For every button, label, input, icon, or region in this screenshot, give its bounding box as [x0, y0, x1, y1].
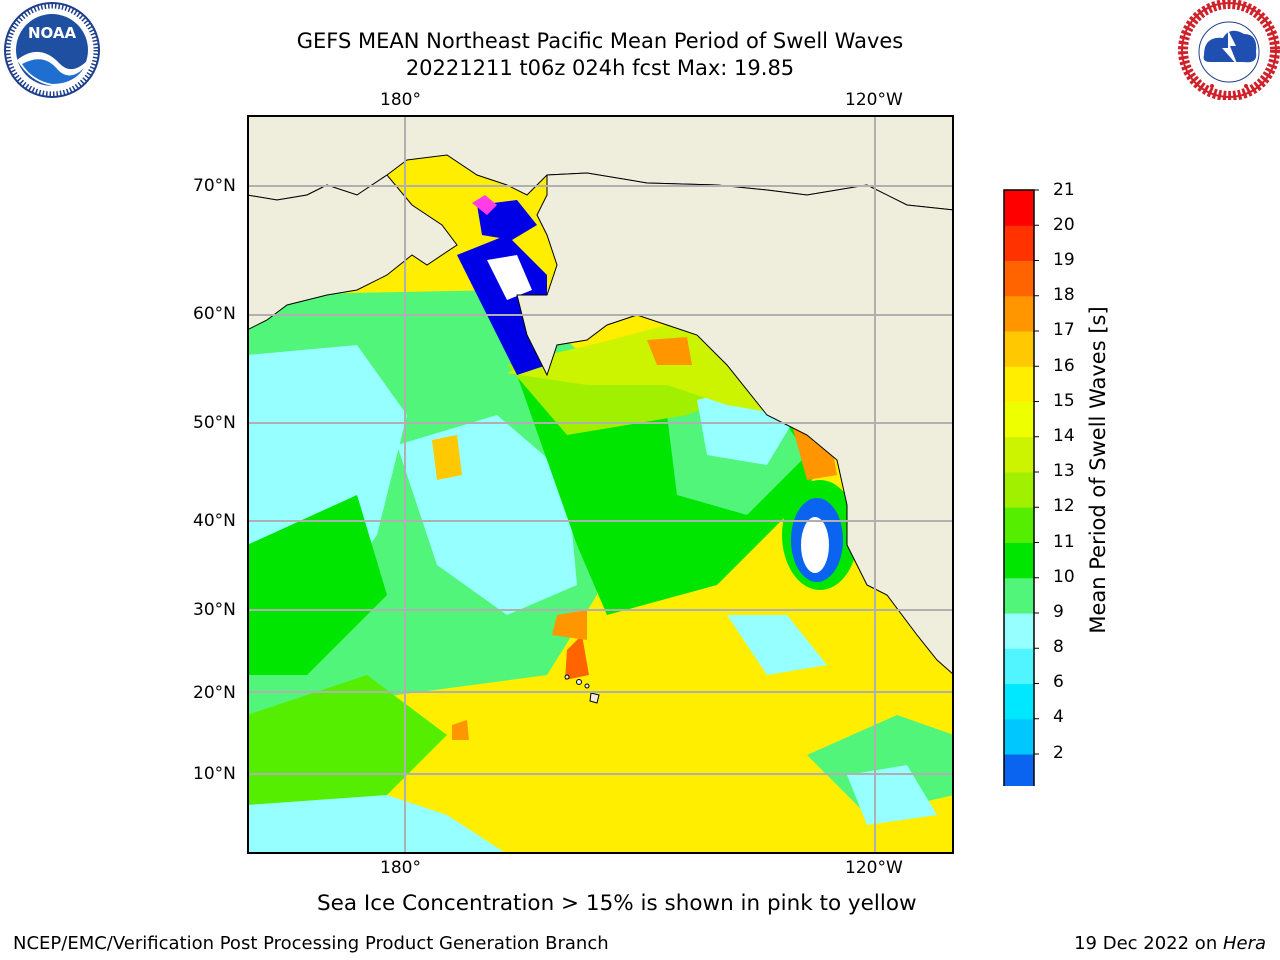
swell-region-cyan-southeast [727, 615, 827, 675]
swell-region-bering-blue [457, 235, 547, 375]
swell-region-bright-green-west [247, 495, 387, 675]
colorbar-segment [1004, 472, 1034, 508]
sea-ice-white [487, 255, 532, 300]
hawaii-island [576, 679, 582, 685]
colorbar-segment [1004, 331, 1034, 367]
lon-label-top-120w: 120°W [845, 90, 903, 110]
colorbar-tick: 14 [1053, 426, 1075, 446]
colorbar-tick: 8 [1053, 637, 1064, 657]
hawaii-island [564, 674, 570, 680]
nws-logo [1178, 0, 1280, 100]
colorbar-tick: 16 [1053, 356, 1075, 376]
colorbar-tick: 17 [1053, 320, 1075, 340]
colorbar-border [1003, 189, 1035, 786]
swell-region-orange-hawaii [552, 610, 587, 640]
chart-title-line2: 20221211 t06z 024h fcst Max: 19.85 [405, 56, 795, 80]
colorbar-segment [1004, 225, 1034, 261]
map-border [247, 115, 954, 854]
lat-label-60n: 60°N [193, 304, 236, 324]
swell-region-red-hawaii-north [565, 635, 589, 680]
chart-title-line1: GEFS MEAN Northeast Pacific Mean Period … [296, 29, 904, 53]
colorbar-segment [1004, 718, 1034, 755]
colorbar-segment [1004, 436, 1034, 473]
hawaii-island [584, 683, 590, 689]
colorbar-tick: 11 [1053, 532, 1075, 552]
colorbar-segment [1004, 754, 1034, 786]
north-america-land [516, 172, 954, 676]
colorbar-tick: 6 [1053, 672, 1064, 692]
lon-label-top-180: 180° [380, 90, 421, 110]
colorbar-segment [1004, 260, 1034, 297]
colorbar-segment [1004, 401, 1034, 438]
colorbar-tick: 20 [1053, 215, 1075, 235]
lat-label-70n: 70°N [193, 176, 236, 196]
swell-region-orange-north [647, 337, 692, 365]
lon-label-bottom-180: 180° [380, 858, 421, 878]
colorbar-tick: 15 [1053, 391, 1075, 411]
colorbar-segment [1004, 613, 1034, 649]
noaa-logo: NOAA [4, 2, 100, 98]
colorbar-tick: 2 [1053, 743, 1064, 763]
lat-label-30n: 30°N [193, 600, 236, 620]
map-panel [247, 115, 954, 854]
lat-label-10n: 10°N [193, 764, 236, 784]
sea-ice-pink [472, 195, 497, 215]
colorbar-segment [1004, 366, 1034, 402]
colorbar-segment [1004, 648, 1034, 684]
lat-label-40n: 40°N [193, 511, 236, 531]
colorbar-segment [1004, 295, 1034, 332]
swell-region-orange-spot [452, 720, 469, 740]
colorbar-segment [1004, 507, 1034, 543]
footer-date: 19 Dec 2022 on Hera [1074, 933, 1266, 955]
footer-credit: NCEP/EMC/Verification Post Processing Pr… [13, 933, 609, 954]
hawaii-big-island [589, 692, 600, 704]
colorbar [1003, 189, 1039, 786]
colorbar-segment [1004, 577, 1034, 614]
colorbar-tick: 21 [1053, 180, 1075, 200]
colorbar-segment [1004, 542, 1034, 579]
colorbar-segment [1004, 683, 1034, 720]
colorbar-segment [1004, 190, 1034, 226]
swell-region-orange-west [432, 435, 462, 480]
colorbar-tick: 10 [1053, 567, 1075, 587]
colorbar-tick: 18 [1053, 285, 1075, 305]
swell-region-calif-white [801, 517, 829, 573]
sea-ice-note: Sea Ice Concentration > 15% is shown in … [317, 891, 917, 916]
swell-region-green-southwest [247, 675, 447, 805]
footer-date-text: 19 Dec 2022 on [1074, 933, 1223, 954]
svg-text:NOAA: NOAA [28, 24, 77, 42]
colorbar-label: Mean Period of Swell Waves [s] [1086, 306, 1110, 634]
lat-label-20n: 20°N [193, 683, 236, 703]
swell-region-cyan-far-southeast [847, 765, 937, 825]
footer-host: Hera [1222, 933, 1266, 954]
colorbar-tick: 9 [1053, 602, 1064, 622]
lon-label-bottom-120w: 120°W [845, 858, 903, 878]
lat-label-50n: 50°N [193, 413, 236, 433]
colorbar-tick: 4 [1053, 707, 1064, 727]
graticule [247, 115, 954, 854]
colorbar-tick: 13 [1053, 461, 1075, 481]
colorbar-tick: 12 [1053, 496, 1075, 516]
colorbar-tick: 19 [1053, 250, 1075, 270]
